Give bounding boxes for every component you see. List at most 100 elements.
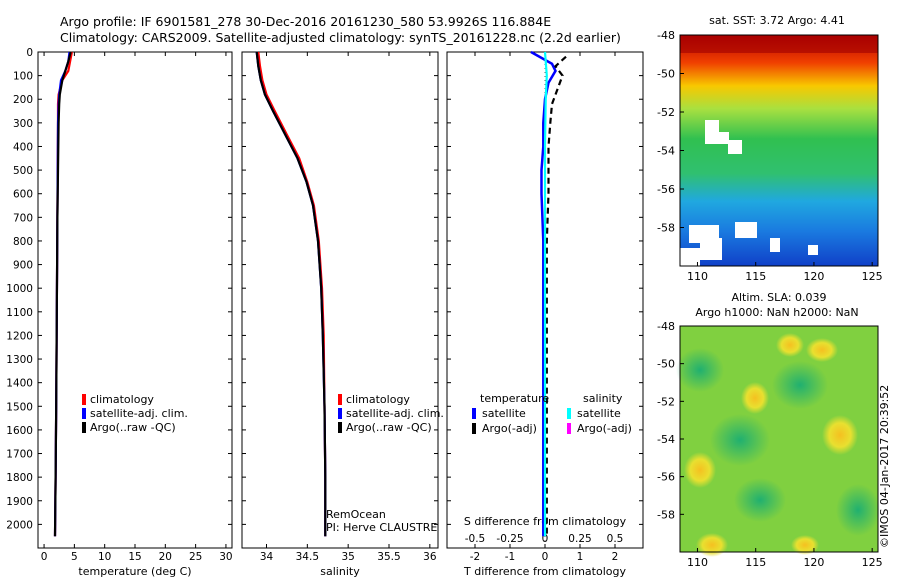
map-y-tick-label: -52: [657, 106, 675, 119]
map-y-tick-label: -50: [657, 68, 675, 81]
y-tick-label: 700: [13, 212, 33, 224]
y-tick-label: 1000: [6, 283, 33, 295]
annotation: PI: Herve CLAUSTRE: [326, 521, 437, 534]
series-difference-panel-0: [530, 50, 557, 537]
top-tick-label: 0: [542, 533, 549, 545]
legend-label: climatology: [90, 393, 154, 406]
x-tick-label: 34: [260, 551, 274, 563]
header-line-2: Climatology: CARS2009. Satellite-adjuste…: [60, 30, 621, 45]
y-tick-label: 1800: [6, 472, 33, 484]
y-tick-label: 900: [13, 260, 33, 272]
x-tick-label: 20: [159, 551, 172, 563]
map-x-tick-label: 125: [862, 270, 883, 283]
map-y-tick-label: -48: [657, 320, 675, 333]
sla-map: Altim. SLA: 0.039 Argo h1000: NaN h2000:…: [657, 291, 883, 569]
map-x-tick-label: 120: [803, 556, 824, 569]
x-tick-label: 30: [219, 551, 232, 563]
y-tick-label: 1300: [6, 354, 33, 366]
sst-warm-band: [680, 35, 878, 53]
legend-label: satellite-adj. clim.: [90, 407, 188, 420]
difference-panel: -2 -1 0 1 2 T difference from climatology -0.5…: [446, 50, 644, 578]
series-temperature-panel-2: [53, 51, 72, 537]
x-tick-label: 35: [341, 551, 354, 563]
legend-swatch: [338, 408, 342, 419]
y-tick-label: 1400: [6, 378, 33, 390]
series-difference-panel-2: [543, 51, 548, 537]
legend-header: salinity: [583, 392, 623, 405]
x-tick-label: 35.5: [377, 551, 400, 563]
legend-swatch: [82, 408, 86, 419]
y-tick-label: 300: [13, 118, 33, 130]
salinity-panel-xlabel: salinity: [320, 565, 360, 578]
temperature-panel-xlabel: temperature (deg C): [78, 565, 191, 578]
legend-swatch: [567, 423, 571, 434]
map-y-tick-label: -52: [657, 395, 675, 408]
x-tick-label: 10: [98, 551, 111, 563]
header-line-1: Argo profile: IF 6901581_278 30-Dec-2016…: [60, 14, 551, 29]
y-tick-label: 1600: [6, 425, 33, 437]
x-tick-label: 0: [41, 551, 48, 563]
legend-label: satellite-adj. clim.: [346, 407, 444, 420]
y-tick-label: 600: [13, 189, 33, 201]
sst-cloud-mask: [680, 120, 818, 266]
legend-label: Argo(-adj): [482, 422, 537, 435]
map-x-tick-label: 115: [745, 556, 766, 569]
annotation: RemOcean: [326, 508, 386, 521]
temperature-panel-frame: [37, 51, 233, 549]
sst-map: sat. SST: 3.72 Argo: 4.41 110 115 120 125 -4…: [657, 14, 883, 283]
map-x-tick-label: 125: [862, 556, 883, 569]
x-tick-label: 2: [612, 551, 619, 563]
x-tick-label: 25: [189, 551, 202, 563]
map-y-tick-label: -50: [657, 358, 675, 371]
legend-label: satellite: [577, 407, 621, 420]
legend-swatch: [82, 422, 86, 433]
map-y-tick-label: -48: [657, 29, 675, 42]
series-salinity-panel-2: [255, 51, 327, 537]
series-salinity-panel-0: [257, 51, 327, 537]
sla-map-title-1: Altim. SLA: 0.039: [731, 291, 826, 304]
legend-label: climatology: [346, 393, 410, 406]
legend-swatch: [472, 423, 476, 434]
x-tick-label: -1: [505, 551, 515, 563]
x-tick-label: 34.5: [296, 551, 319, 563]
legend-swatch: [82, 394, 86, 405]
salinity-panel-frame: [241, 51, 439, 549]
legend-swatch: [338, 422, 342, 433]
series-salinity-panel-1: [255, 51, 327, 537]
map-y-tick-label: -56: [657, 471, 675, 484]
legend-swatch: [338, 394, 342, 405]
x-tick-label: 5: [71, 551, 78, 563]
y-tick-label: 800: [13, 236, 33, 248]
x-tick-label: -2: [470, 551, 480, 563]
map-x-tick-label: 120: [803, 270, 824, 283]
map-y-tick-label: -58: [657, 508, 675, 521]
salinity-panel: 34 34.5 35 35.5 36 salinity climatologysatelli…: [241, 51, 444, 578]
sla-map-title-2: Argo h1000: NaN h2000: NaN: [695, 306, 858, 319]
legend-label: Argo(-adj): [577, 422, 632, 435]
legend-header: temperature: [480, 392, 549, 405]
top-tick-label: -0.5: [465, 533, 486, 545]
map-y-tick-label: -58: [657, 222, 675, 235]
series-difference-panel-1: [545, 55, 567, 537]
y-tick-label: 1900: [6, 496, 33, 508]
temperature-panel: 0100200300400500600700800900100011001200…: [6, 47, 232, 578]
y-tick-label: 500: [13, 165, 33, 177]
y-tick-label: 2000: [6, 519, 33, 531]
imos-stamp: ©IMOS 04-Jan-2017 20:39:52: [878, 385, 891, 548]
y-tick-label: 1100: [6, 307, 33, 319]
map-y-tick-label: -54: [657, 433, 675, 446]
x-tick-label: 36: [423, 551, 437, 563]
legend-label: Argo(..raw -QC): [346, 421, 432, 434]
y-tick-label: 100: [13, 71, 33, 83]
map-x-tick-label: 110: [687, 556, 708, 569]
map-y-tick-label: -54: [657, 145, 675, 158]
top-tick-label: -0.25: [496, 533, 523, 545]
legend-label: Argo(..raw -QC): [90, 421, 176, 434]
map-x-tick-label: 115: [745, 270, 766, 283]
y-tick-label: 200: [13, 94, 33, 106]
y-tick-label: 0: [26, 47, 33, 59]
map-y-tick-label: -56: [657, 183, 675, 196]
legend-swatch: [567, 408, 571, 419]
x-tick-label: 0: [542, 551, 549, 563]
